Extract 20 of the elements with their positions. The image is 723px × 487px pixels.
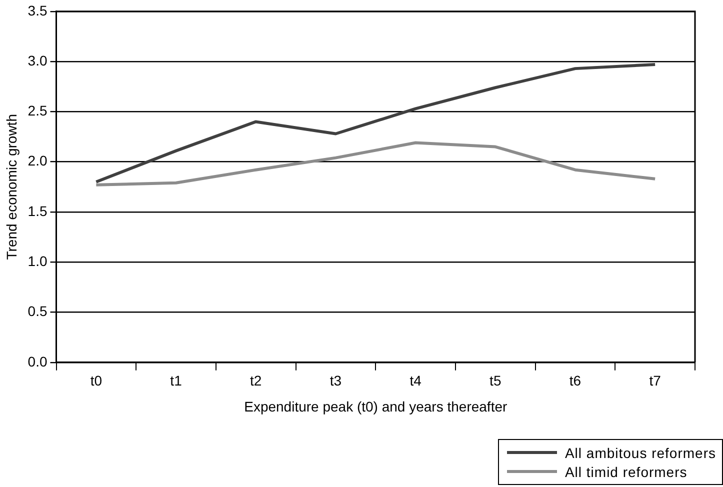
x-tick-label: t6 <box>569 372 582 389</box>
x-tick-label: t0 <box>90 372 102 389</box>
x-tick-label: t1 <box>170 372 182 389</box>
legend-label: All timid reformers <box>564 464 688 480</box>
x-tick-label: t7 <box>649 372 662 389</box>
y-tick-label: 3.0 <box>28 52 48 68</box>
x-tick-label: t2 <box>250 372 262 389</box>
y-tick-label: 0.5 <box>28 303 48 320</box>
y-tick-label: 2.5 <box>28 102 48 119</box>
legend-label: All ambitous reformers <box>564 444 716 460</box>
y-tick-label: 3.5 <box>28 2 48 18</box>
x-tick-label: t5 <box>490 372 502 389</box>
y-tick-label: 2.0 <box>28 152 48 169</box>
x-axis-title: Expenditure peak (t0) and years thereafter <box>244 398 508 414</box>
y-tick-label: 1.0 <box>28 252 48 269</box>
x-tick-label: t3 <box>330 372 342 389</box>
y-tick-label: 0.0 <box>28 353 48 370</box>
y-axis-title: Trend economic growth <box>3 114 20 260</box>
x-tick-label: t4 <box>410 372 422 389</box>
y-tick-label: 1.5 <box>28 202 48 219</box>
